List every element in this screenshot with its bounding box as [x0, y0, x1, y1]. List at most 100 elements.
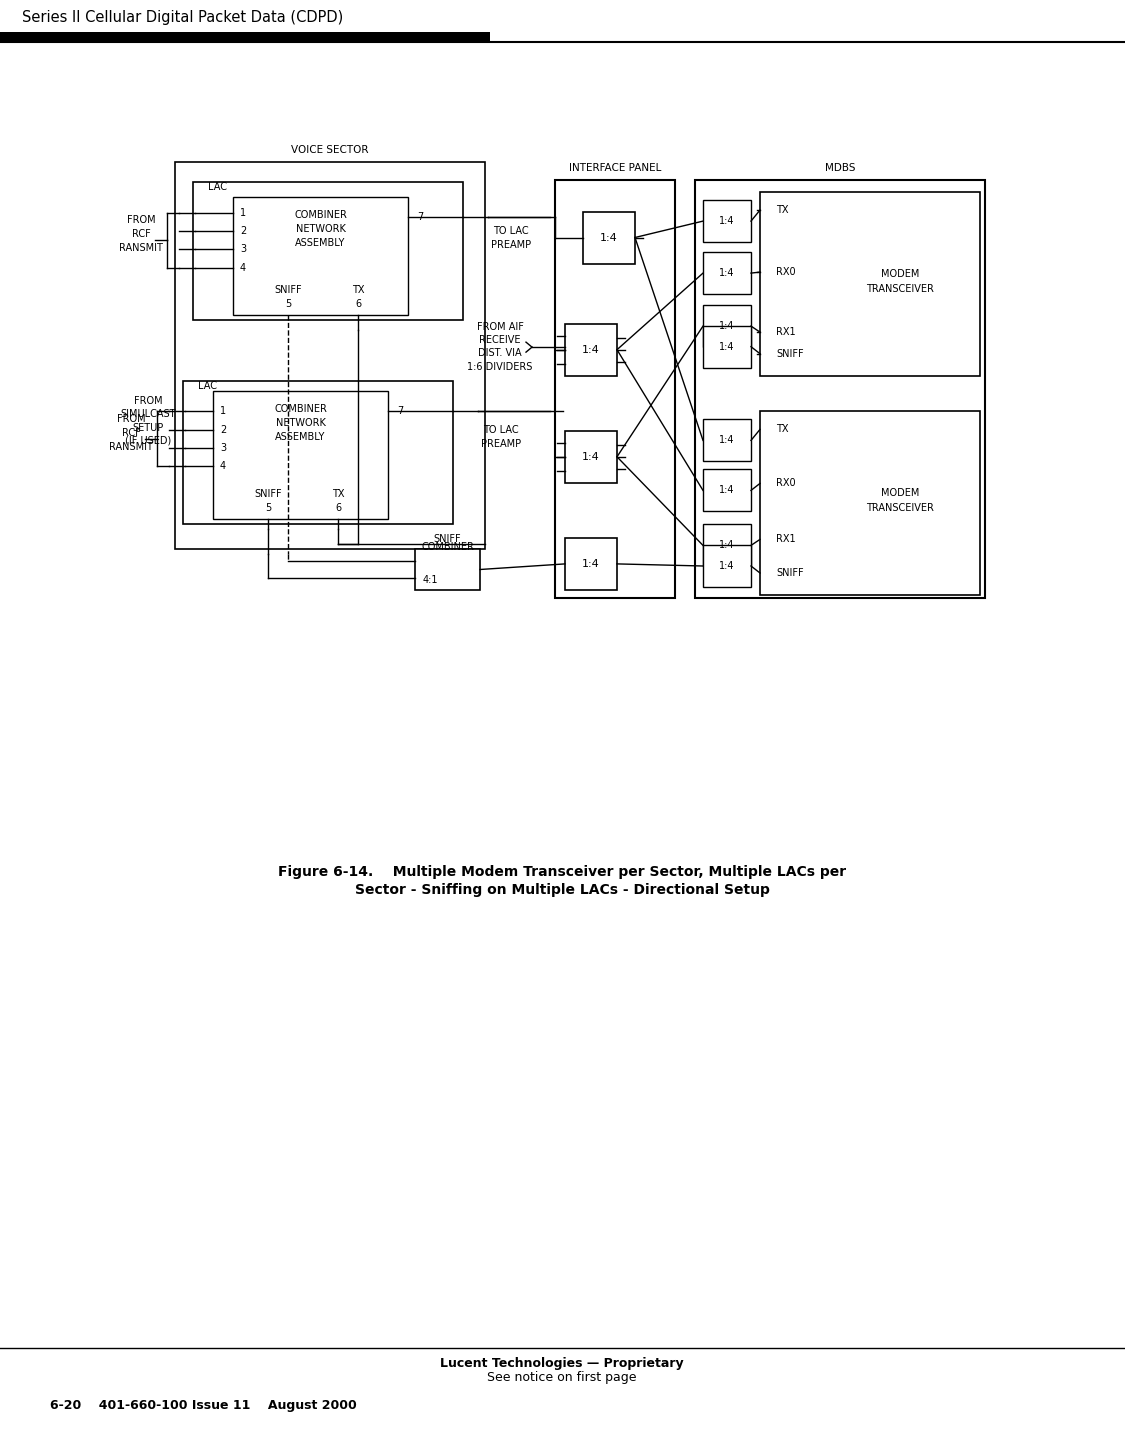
Text: 5: 5 [264, 502, 271, 512]
Text: 6: 6 [356, 299, 361, 309]
Text: Sector - Sniffing on Multiple LACs - Directional Setup: Sector - Sniffing on Multiple LACs - Dir… [354, 882, 770, 897]
Text: COMBINER: COMBINER [421, 542, 474, 552]
Text: PREAMP: PREAMP [490, 240, 531, 250]
Text: FROM: FROM [134, 396, 162, 406]
Text: SNIFF: SNIFF [776, 568, 803, 578]
Text: NETWORK: NETWORK [276, 418, 325, 428]
Text: 1:4: 1:4 [719, 561, 735, 571]
Bar [565, 430, 616, 483]
Text: TRANSCEIVER: TRANSCEIVER [866, 285, 934, 295]
Text: SIMULCAST: SIMULCAST [120, 409, 176, 419]
Text: 1:6 DIVIDERS: 1:6 DIVIDERS [467, 362, 533, 372]
Bar [183, 380, 453, 523]
Text: COMBINER: COMBINER [294, 210, 346, 220]
Text: 1: 1 [220, 406, 226, 416]
Text: SNIFF: SNIFF [254, 489, 281, 499]
Text: RX1: RX1 [776, 327, 795, 337]
Text: Lucent Technologies — Proprietary: Lucent Technologies — Proprietary [440, 1357, 684, 1370]
Bar [0, 31, 490, 41]
Text: 4: 4 [220, 462, 226, 472]
Text: 5: 5 [285, 299, 291, 309]
Bar [233, 197, 408, 315]
Bar [703, 252, 752, 295]
Text: MODEM: MODEM [881, 269, 919, 279]
Text: 1:4: 1:4 [719, 322, 735, 332]
Text: LAC: LAC [198, 380, 217, 390]
Text: RANSMIT: RANSMIT [109, 442, 153, 452]
Text: 3: 3 [220, 443, 226, 453]
Text: COMBINER: COMBINER [274, 405, 327, 415]
Text: 2: 2 [219, 425, 226, 435]
Text: 7: 7 [397, 406, 403, 416]
Text: 1:4: 1:4 [719, 267, 735, 277]
Text: INTERFACE PANEL: INTERFACE PANEL [569, 163, 662, 173]
Text: 1:4: 1:4 [719, 435, 735, 445]
Bar [695, 180, 986, 598]
Text: TRANSCEIVER: TRANSCEIVER [866, 503, 934, 513]
Text: VOICE SECTOR: VOICE SECTOR [291, 144, 369, 154]
Bar [415, 549, 480, 591]
Text: FROM: FROM [127, 214, 155, 225]
Text: 1: 1 [240, 207, 246, 217]
Text: ASSEMBLY: ASSEMBLY [276, 432, 326, 442]
Bar [583, 212, 634, 263]
Text: RX0: RX0 [776, 267, 795, 277]
Text: RECEIVE: RECEIVE [479, 335, 521, 345]
Text: RANSMIT: RANSMIT [119, 243, 163, 253]
Text: See notice on first page: See notice on first page [487, 1371, 637, 1384]
Text: TX: TX [776, 425, 789, 435]
Bar [703, 469, 752, 512]
Text: 2: 2 [240, 226, 246, 236]
Text: 1:4: 1:4 [719, 342, 735, 352]
Bar [703, 525, 752, 566]
Text: Figure 6-14.    Multiple Modem Transceiver per Sector, Multiple LACs per: Figure 6-14. Multiple Modem Transceiver … [278, 865, 846, 879]
Text: TX: TX [776, 204, 789, 214]
Text: 6-20    401-660-100 Issue 11    August 2000: 6-20 401-660-100 Issue 11 August 2000 [50, 1399, 357, 1411]
Bar [703, 326, 752, 368]
Text: LAC: LAC [208, 182, 227, 192]
Text: RCF: RCF [122, 428, 141, 438]
Text: (IF USED): (IF USED) [125, 436, 171, 446]
Text: 3: 3 [240, 245, 246, 255]
Text: NETWORK: NETWORK [296, 225, 345, 235]
Text: 4: 4 [240, 263, 246, 273]
Bar [703, 419, 752, 462]
Bar [555, 180, 675, 598]
Text: 4:1: 4:1 [422, 575, 438, 585]
Bar [565, 323, 616, 376]
Text: SETUP: SETUP [133, 423, 163, 433]
Text: 1:4: 1:4 [719, 216, 735, 226]
Text: 1:4: 1:4 [719, 541, 735, 551]
Bar [703, 200, 752, 242]
Text: TX: TX [332, 489, 344, 499]
Text: RX1: RX1 [776, 535, 795, 545]
Bar [703, 305, 752, 347]
Bar [213, 390, 388, 519]
Text: Series II Cellular Digital Packet Data (CDPD): Series II Cellular Digital Packet Data (… [22, 10, 343, 24]
Text: TX: TX [352, 285, 364, 295]
Text: DIST. VIA: DIST. VIA [478, 349, 522, 359]
Bar [760, 192, 980, 376]
Text: 7: 7 [417, 212, 423, 222]
Text: 1:4: 1:4 [582, 559, 600, 569]
Text: RX0: RX0 [776, 479, 795, 489]
Text: RCF: RCF [132, 229, 151, 239]
Text: 1:4: 1:4 [600, 233, 618, 243]
Text: SNIFF: SNIFF [434, 533, 461, 543]
Text: 1:4: 1:4 [582, 452, 600, 462]
Text: ASSEMBLY: ASSEMBLY [295, 239, 345, 249]
Text: 1:4: 1:4 [719, 485, 735, 495]
Text: TO LAC: TO LAC [493, 226, 529, 236]
Text: FROM: FROM [117, 413, 145, 423]
Text: SNIFF: SNIFF [776, 349, 803, 359]
Text: FROM AIF: FROM AIF [477, 322, 523, 332]
Bar [176, 162, 485, 549]
Text: 6: 6 [335, 502, 341, 512]
Text: TO LAC: TO LAC [484, 425, 519, 435]
Bar [193, 182, 464, 319]
Text: SNIFF: SNIFF [274, 285, 302, 295]
Text: 1:4: 1:4 [582, 345, 600, 355]
Text: MDBS: MDBS [825, 163, 855, 173]
Text: MODEM: MODEM [881, 488, 919, 498]
Bar [760, 412, 980, 595]
